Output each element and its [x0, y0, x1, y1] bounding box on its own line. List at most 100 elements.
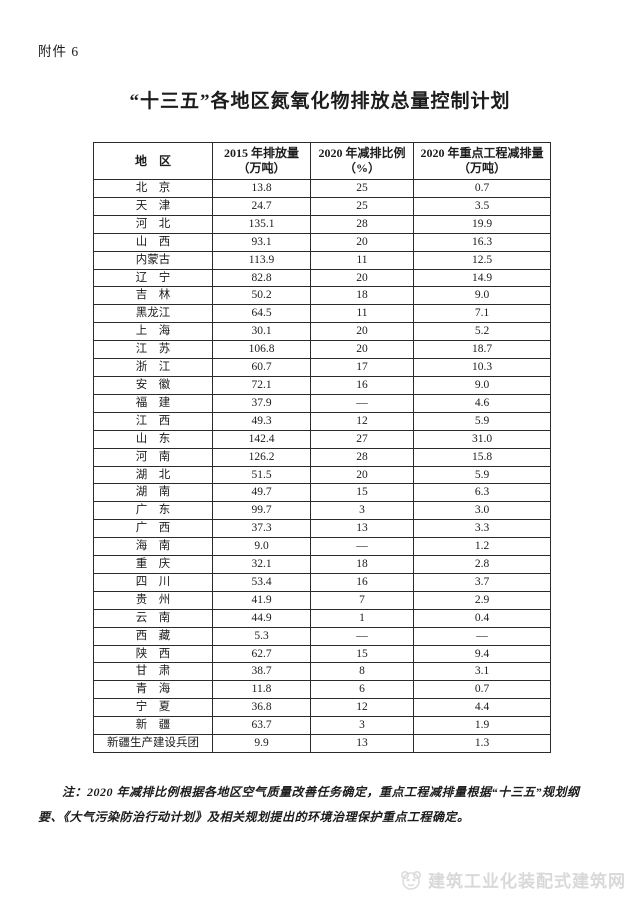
region-cell: 江 西	[93, 411, 213, 431]
emission-control-table: 地 区 2015 年排放量 （万吨） 2020 年减排比例 （%） 2020 年…	[93, 142, 551, 753]
emission-2015-cell: 63.7	[212, 716, 311, 736]
emission-2015-cell: 9.9	[212, 734, 311, 753]
key-project-reduction-cell: 2.9	[413, 590, 551, 610]
reduction-ratio-2020-cell: 7	[310, 590, 414, 610]
key-project-reduction-cell: 0.7	[413, 680, 551, 700]
table-row: 内蒙古 113.9 11 12.5	[93, 250, 551, 270]
table-row: 新 疆 63.7 3 1.9	[93, 716, 551, 736]
table-row: 新疆生产建设兵团 9.9 13 1.3	[93, 734, 551, 753]
emission-2015-cell: 9.0	[212, 537, 311, 557]
key-project-reduction-cell: 6.3	[413, 483, 551, 503]
reduction-ratio-2020-cell: 3	[310, 501, 414, 521]
col-header-key-project-reduction: 2020 年重点工程减排量 （万吨）	[413, 142, 551, 180]
table-row: 湖 南 49.7 15 6.3	[93, 483, 551, 503]
table-row: 重 庆 32.1 18 2.8	[93, 555, 551, 574]
region-cell: 辽 宁	[93, 268, 213, 288]
table-row: 青 海 11.8 6 0.7	[93, 680, 551, 700]
page-title: “十三五”各地区氮氧化物排放总量控制计划	[129, 91, 511, 112]
region-cell: 四 川	[93, 572, 213, 592]
table-row: 贵 州 41.9 7 2.9	[93, 590, 551, 610]
table-row: 江 西 49.3 12 5.9	[93, 411, 551, 431]
table-row: 福 建 37.9—4.6	[93, 393, 551, 413]
emission-2015-cell: 11.8	[212, 680, 311, 700]
emission-2015-cell: 30.1	[212, 322, 311, 342]
col-header-line: （万吨）	[237, 161, 286, 175]
emission-2015-cell: 72.1	[212, 375, 311, 395]
key-project-reduction-cell: 1.2	[413, 537, 551, 557]
table-body: 北 京 13.8 25 0.7 天 津 24.7 25 3.5 河 北 135.1 28 19.9 山 …	[93, 179, 551, 753]
emission-2015-cell: 49.3	[212, 411, 311, 431]
region-cell: 浙 江	[93, 358, 213, 377]
region-cell: 河 北	[93, 214, 213, 234]
table-row: 云 南 44.9 1 0.4	[93, 608, 551, 628]
footnote: 注：2020 年减排比例根据各地区空气质量改善任务确定，重点工程减排量根据“十三…	[38, 785, 580, 824]
region-cell: 安 徽	[93, 375, 213, 395]
region-cell: 福 建	[93, 393, 213, 413]
emission-2015-cell: 113.9	[212, 250, 311, 270]
table-row: 山 东 142.4 27 31.0	[93, 429, 551, 449]
col-header-line: 2020 年重点工程减排量	[420, 146, 544, 160]
reduction-ratio-2020-cell: 3	[310, 716, 414, 736]
emission-2015-cell: 93.1	[212, 232, 311, 252]
col-header-line: 2015 年排放量	[223, 146, 299, 160]
table-row: 上 海 30.1 20 5.2	[93, 322, 551, 342]
region-cell: 广 东	[93, 501, 213, 521]
table-row: 山 西 93.1 20 16.3	[93, 232, 551, 252]
emission-2015-cell: 37.3	[212, 519, 311, 539]
table-row: 河 北 135.1 28 19.9	[93, 214, 551, 234]
key-project-reduction-cell: 31.0	[413, 429, 551, 449]
table-row: 西 藏 5.3— —	[93, 626, 551, 646]
emission-2015-cell: 60.7	[212, 358, 311, 377]
region-cell: 贵 州	[93, 590, 213, 610]
emission-2015-cell: 135.1	[212, 214, 311, 234]
table-row: 四 川 53.4 16 3.7	[93, 572, 551, 592]
key-project-reduction-cell: 18.7	[413, 340, 551, 360]
panda-logo-icon	[399, 868, 423, 892]
emission-2015-cell: 51.5	[212, 465, 311, 485]
reduction-ratio-2020-cell: 12	[310, 411, 414, 431]
emission-2015-cell: 106.8	[212, 340, 311, 360]
table-row: 陕 西 62.7 15 9.4	[93, 644, 551, 664]
reduction-ratio-2020-cell: 25	[310, 196, 414, 216]
reduction-ratio-2020-cell: 6	[310, 680, 414, 700]
key-project-reduction-cell: 4.4	[413, 698, 551, 718]
table-row: 广 东 99.7 3 3.0	[93, 501, 551, 521]
reduction-ratio-2020-cell: 27	[310, 429, 414, 449]
key-project-reduction-cell: 14.9	[413, 268, 551, 288]
table-row: 吉 林 50.2 18 9.0	[93, 286, 551, 306]
watermark-text: 建筑工业化装配式建筑网	[428, 872, 626, 891]
region-cell: 黑龙江	[93, 304, 213, 324]
emission-2015-cell: 82.8	[212, 268, 311, 288]
table-row: 河 南 126.2 28 15.8	[93, 447, 551, 467]
reduction-ratio-2020-cell: 16	[310, 572, 414, 592]
emission-2015-cell: 49.7	[212, 483, 311, 503]
reduction-ratio-2020-cell: 20	[310, 465, 414, 485]
key-project-reduction-cell: 15.8	[413, 447, 551, 467]
table-row: 辽 宁 82.8 20 14.9	[93, 268, 551, 288]
region-cell: 山 西	[93, 232, 213, 252]
key-project-reduction-cell: 19.9	[413, 214, 551, 234]
key-project-reduction-cell: 9.0	[413, 286, 551, 306]
key-project-reduction-cell: 3.0	[413, 501, 551, 521]
reduction-ratio-2020-cell: 18	[310, 555, 414, 574]
emission-2015-cell: 99.7	[212, 501, 311, 521]
emission-2015-cell: 36.8	[212, 698, 311, 718]
reduction-ratio-2020-cell: 20	[310, 340, 414, 360]
region-cell: 重 庆	[93, 555, 213, 574]
key-project-reduction-cell: 2.8	[413, 555, 551, 574]
emission-2015-cell: 38.7	[212, 662, 311, 682]
header-row: 地 区 2015 年排放量 （万吨） 2020 年减排比例 （%） 2020 年…	[93, 142, 551, 180]
reduction-ratio-2020-cell: 25	[310, 179, 414, 198]
key-project-reduction-cell: 10.3	[413, 358, 551, 377]
reduction-ratio-2020-cell: —	[310, 537, 414, 557]
key-project-reduction-cell: 5.2	[413, 322, 551, 342]
key-project-reduction-cell: 0.4	[413, 608, 551, 628]
col-header-2015-emission: 2015 年排放量 （万吨）	[212, 142, 311, 180]
reduction-ratio-2020-cell: 20	[310, 322, 414, 342]
key-project-reduction-cell: 3.3	[413, 519, 551, 539]
col-header-line: 地 区	[134, 153, 171, 168]
emission-2015-cell: 126.2	[212, 447, 311, 467]
region-cell: 内蒙古	[93, 250, 213, 270]
reduction-ratio-2020-cell: 28	[310, 214, 414, 234]
